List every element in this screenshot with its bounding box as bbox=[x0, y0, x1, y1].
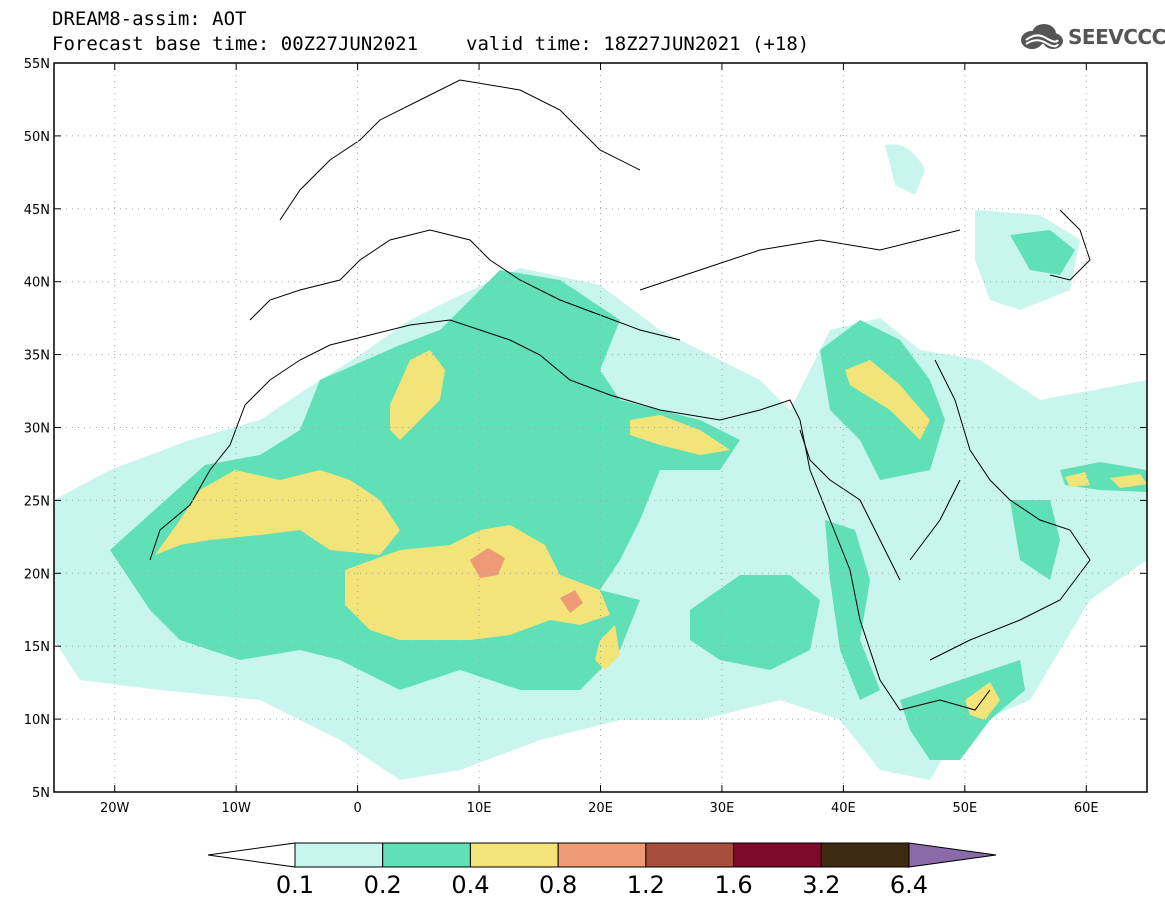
lat-tick-label: 20N bbox=[24, 567, 50, 582]
colorbar-segment bbox=[469, 842, 559, 868]
colorbar-label: 1.2 bbox=[627, 871, 665, 899]
colorbar-segment bbox=[557, 842, 647, 868]
colorbar-label: 6.4 bbox=[890, 871, 928, 899]
lon-tick-label: 30E bbox=[710, 801, 735, 816]
logo-text: SEEVCCC bbox=[1068, 25, 1165, 49]
colorbar: 0.1 0.2 0.4 0.8 1.2 1.6 3.2 6.4 bbox=[207, 842, 997, 899]
colorbar-segment bbox=[820, 842, 910, 868]
chart-title: DREAM8-assim: AOT bbox=[52, 8, 247, 30]
lat-tick-label: 35N bbox=[24, 349, 50, 364]
lat-tick-label: 5N bbox=[32, 786, 50, 801]
lat-tick-label: 30N bbox=[24, 422, 50, 437]
valid-time: valid time: 18Z27JUN2021 (+18) bbox=[466, 33, 810, 55]
lat-tick-label: 55N bbox=[24, 57, 50, 72]
base-time: Forecast base time: 00Z27JUN2021 bbox=[52, 33, 419, 55]
lon-tick-label: 50E bbox=[952, 801, 977, 816]
lon-tick-label: 20W bbox=[100, 801, 130, 816]
map-frame: 55N 50N 45N 40N 35N 30N 25N 20N 15N 10N 5N 20W 10W 0 1… bbox=[24, 57, 1148, 816]
lat-tick-label: 10N bbox=[24, 713, 50, 728]
colorbar-high-arrow bbox=[908, 842, 997, 868]
colorbar-label: 0.1 bbox=[276, 871, 314, 899]
colorbar-segment bbox=[645, 842, 735, 868]
aot-field bbox=[54, 144, 1147, 780]
colorbar-segment bbox=[733, 842, 822, 868]
lat-tick-label: 50N bbox=[24, 130, 50, 145]
coastlines-borders bbox=[149, 79, 1091, 711]
aot-contour-0.4 bbox=[155, 470, 400, 555]
lat-tick-label: 45N bbox=[24, 203, 50, 218]
lon-tick-label: 0 bbox=[353, 801, 361, 816]
lon-tick-label: 10W bbox=[221, 801, 251, 816]
lat-tick-label: 40N bbox=[24, 276, 50, 291]
colorbar-label: 0.4 bbox=[451, 871, 489, 899]
colorbar-label: 3.2 bbox=[802, 871, 840, 899]
colorbar-label: 0.8 bbox=[539, 871, 577, 899]
lat-tick-label: 15N bbox=[24, 640, 50, 655]
cloud-logo-icon bbox=[1021, 24, 1063, 49]
colorbar-label: 0.2 bbox=[364, 871, 402, 899]
lon-tick-label: 20E bbox=[588, 801, 613, 816]
colorbar-segment bbox=[382, 842, 471, 868]
colorbar-segment bbox=[294, 842, 384, 868]
colorbar-low-arrow bbox=[207, 842, 296, 868]
lon-tick-label: 40E bbox=[831, 801, 856, 816]
colorbar-label: 1.6 bbox=[714, 871, 752, 899]
lon-tick-label: 10E bbox=[467, 801, 492, 816]
lon-tick-label: 60E bbox=[1074, 801, 1099, 816]
lat-tick-label: 25N bbox=[24, 494, 50, 509]
seevccc-logo: SEEVCCC bbox=[1018, 22, 1165, 52]
forecast-times: Forecast base time: 00Z27JUN2021 valid ti… bbox=[52, 33, 809, 55]
